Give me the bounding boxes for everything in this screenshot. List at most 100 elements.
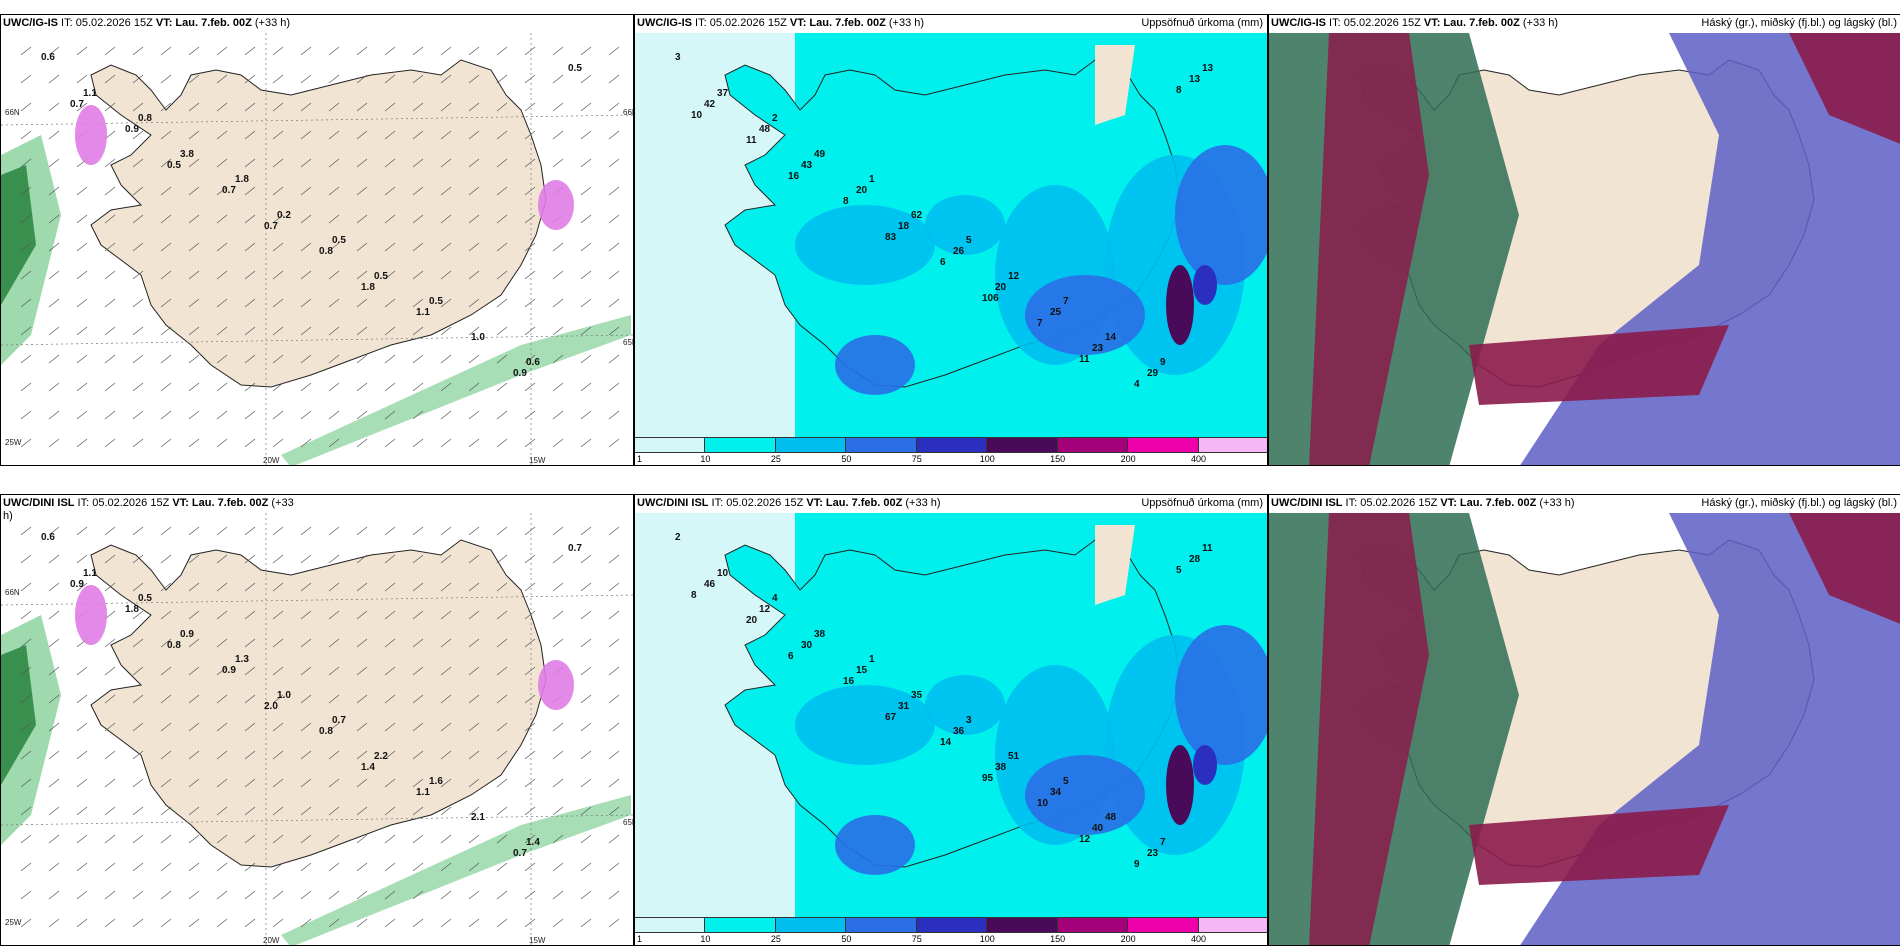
value-label: 0.9 (125, 124, 139, 135)
precip-blob (1025, 755, 1145, 835)
wind-barb (384, 666, 396, 676)
wind-barb (496, 694, 508, 704)
model-name: UWC/DINI ISL (3, 497, 75, 509)
lead-time: (+33 h) (902, 497, 941, 509)
value-label: 11 (746, 135, 757, 146)
map-canvas (1269, 513, 1900, 945)
field-title: Háský (gr.), miðský (fj.bl.) og lágský (… (1701, 17, 1897, 29)
wind-barb (384, 638, 396, 648)
wind-barb (524, 890, 536, 900)
wind-barb (496, 526, 508, 536)
wind-barb (496, 638, 508, 648)
wind-barb (216, 890, 228, 900)
colorbar-tick: 10 (700, 454, 711, 464)
model-name: UWC/DINI ISL (637, 497, 709, 509)
value-label: 0.8 (167, 640, 181, 651)
value-label: 9 (1160, 357, 1166, 368)
latitude-line (1, 114, 633, 126)
wind-barb (20, 834, 32, 844)
wind-barb (160, 722, 172, 732)
value-label: 62 (911, 210, 923, 221)
latitude-line (1, 334, 633, 346)
colorbar-tick: 100 (979, 934, 995, 944)
wind-barb (244, 526, 256, 536)
latitude-line (1, 594, 633, 606)
wind-barb (104, 382, 116, 392)
wind-barb (496, 102, 508, 112)
wind-barb (440, 270, 452, 280)
wind-barb (48, 778, 60, 788)
value-label: 0.7 (513, 848, 527, 859)
wind-barb (608, 438, 620, 448)
init-time: IT: 05.02.2026 15Z (692, 17, 790, 29)
wind-barb (76, 750, 88, 760)
wind-barb (608, 806, 620, 816)
wind-barb (244, 382, 256, 392)
value-label: 37 (717, 88, 729, 99)
wind-barb (216, 354, 228, 364)
wind-barb (48, 74, 60, 84)
wind-barb (160, 326, 172, 336)
wind-barb (104, 102, 116, 112)
wind-barb (356, 694, 368, 704)
wind-barb (216, 382, 228, 392)
wind-barb (132, 610, 144, 620)
value-label: 34 (1050, 787, 1062, 798)
wind-barb (328, 242, 340, 252)
wind-barb (76, 526, 88, 536)
wind-barb (496, 666, 508, 676)
wind-barb (132, 214, 144, 224)
axis-label: 25W (5, 918, 22, 927)
wind-barb (496, 130, 508, 140)
wind-barb (20, 298, 32, 308)
wind-barb (48, 382, 60, 392)
wind-barb (328, 610, 340, 620)
value-label: 1.4 (361, 762, 375, 773)
value-label: 15 (856, 665, 868, 676)
map-canvas: 66N25W20W15W65N0.60.51.30.71.61.41.10.91… (1, 513, 633, 945)
wind-barb (468, 526, 480, 536)
wind-barb (132, 298, 144, 308)
value-label: 7 (1160, 837, 1166, 848)
wind-barb (300, 554, 312, 564)
wind-barb (580, 270, 592, 280)
wind-barb (160, 778, 172, 788)
wind-barb (524, 438, 536, 448)
value-label: 0.9 (222, 665, 236, 676)
wind-barb (468, 918, 480, 928)
wind-barb (412, 638, 424, 648)
wind-barb (580, 46, 592, 56)
colorbar-tick: 75 (911, 934, 922, 944)
colorbar: 1 10 25 50 75 100 150 200 400 (635, 917, 1267, 945)
map-panel-p4: UWC/DINI ISL IT: 05.02.2026 15Z VT: Lau.… (0, 494, 634, 946)
wind-barb (440, 778, 452, 788)
wind-barb (132, 410, 144, 420)
wind-barb (440, 806, 452, 816)
wind-barb (356, 410, 368, 420)
wind-barb (188, 526, 200, 536)
wind-barb (580, 526, 592, 536)
wind-barb (552, 438, 564, 448)
wind-barb (468, 74, 480, 84)
wind-barb (328, 666, 340, 676)
colorbar-tick: 75 (911, 454, 922, 464)
wind-barb (216, 582, 228, 592)
wind-barb (608, 638, 620, 648)
wind-barb (608, 242, 620, 252)
colorbar-swatch (705, 437, 776, 453)
wind-barb (496, 750, 508, 760)
model-name: UWC/IG-IS (1271, 17, 1326, 29)
wind-barb (440, 722, 452, 732)
wind-barb (160, 214, 172, 224)
valid-time-label: VT: Lau. 7.feb. 00Z (1440, 497, 1537, 509)
wind-barb (48, 862, 60, 872)
wind-barb (244, 298, 256, 308)
wind-barb (384, 778, 396, 788)
wind-barb (160, 242, 172, 252)
wind-barb (468, 186, 480, 196)
wind-barb (440, 186, 452, 196)
wind-barb (580, 582, 592, 592)
wind-barb (440, 102, 452, 112)
wind-barb (188, 918, 200, 928)
wind-barb (524, 750, 536, 760)
